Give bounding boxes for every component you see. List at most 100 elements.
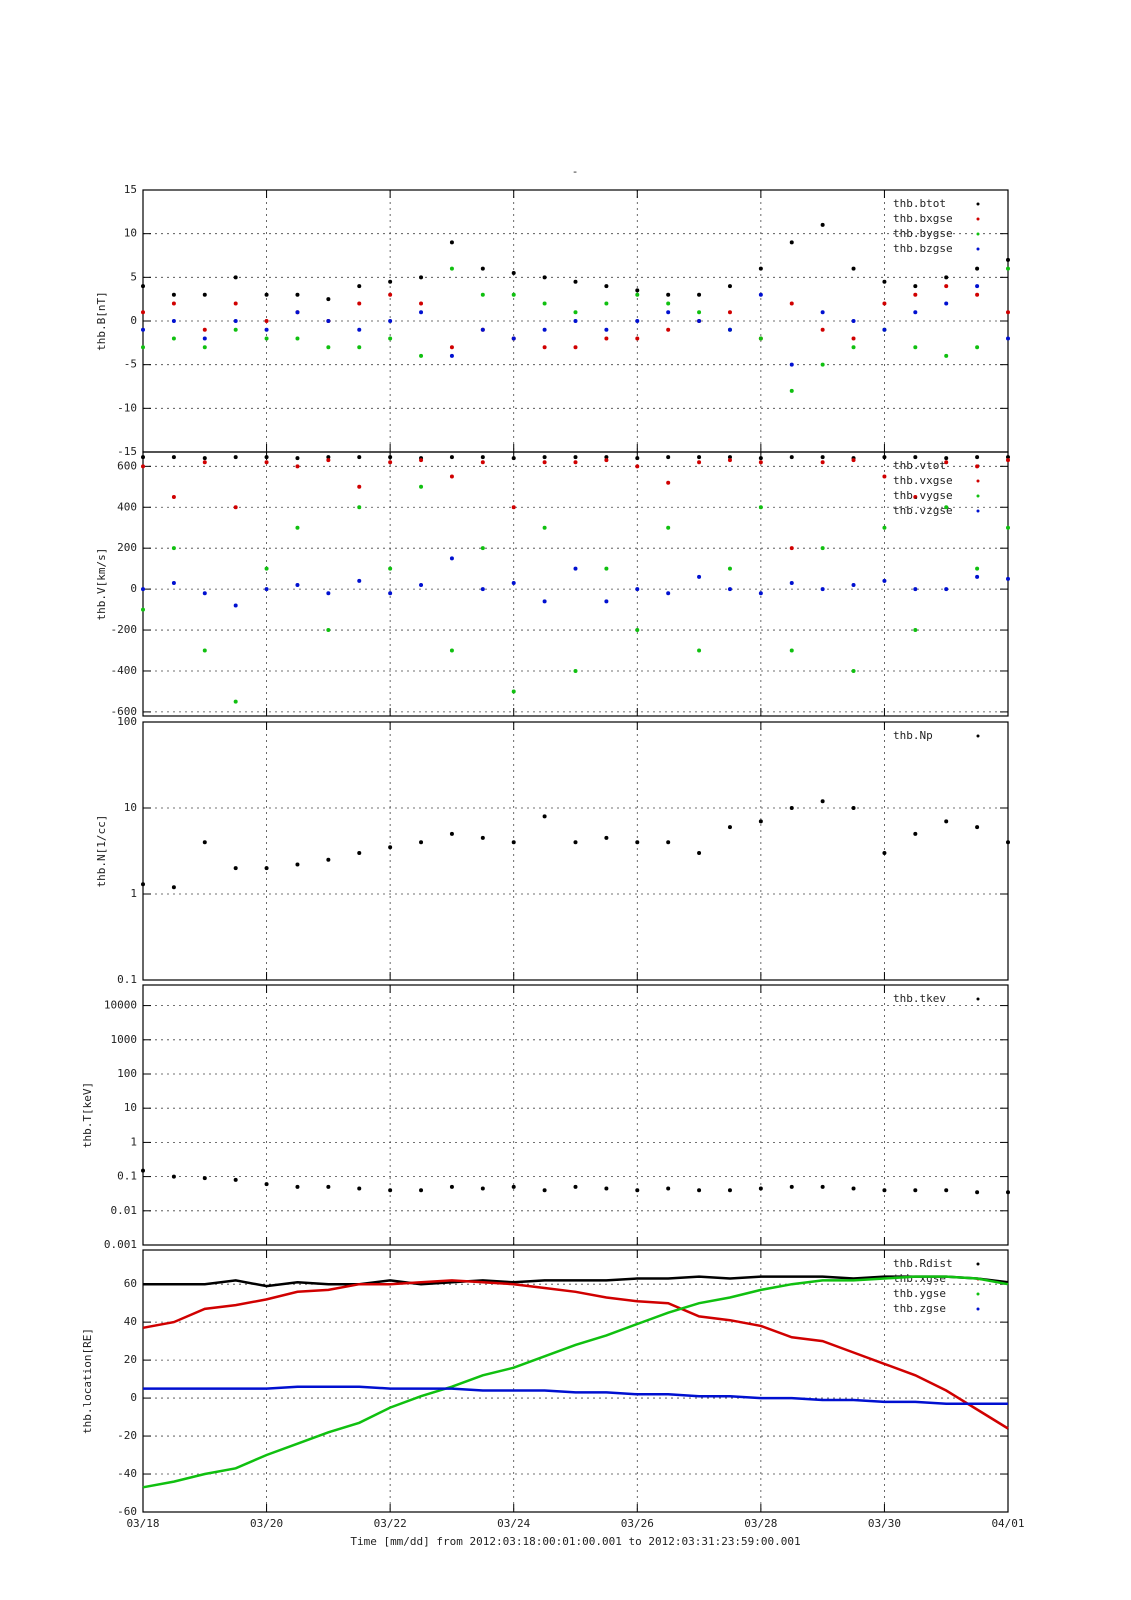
legend-marker: [976, 1307, 980, 1311]
data-point: [511, 580, 516, 585]
data-point: [141, 284, 145, 289]
data-point: [604, 1186, 609, 1191]
y-tick-label: -5: [124, 358, 137, 371]
data-point: [820, 1184, 825, 1189]
data-point: [727, 1188, 732, 1193]
data-point: [913, 292, 918, 297]
data-point: [511, 270, 516, 275]
data-point: [388, 336, 393, 341]
data-point: [851, 458, 856, 463]
data-point: [789, 806, 794, 810]
data-point: [511, 689, 516, 694]
data-point: [388, 566, 393, 571]
data-point: [171, 580, 176, 585]
data-point: [419, 1188, 424, 1193]
data-point: [820, 799, 825, 804]
data-point: [419, 275, 424, 280]
data-point: [851, 806, 856, 810]
legend-marker: [976, 232, 980, 236]
data-point: [449, 345, 454, 350]
data-point: [789, 455, 794, 460]
x-tick-label: 03/28: [744, 1517, 777, 1530]
data-point: [851, 345, 856, 350]
data-point: [264, 327, 269, 332]
legend-marker: [976, 1292, 980, 1296]
data-point: [388, 319, 393, 323]
data-point: [449, 556, 454, 561]
data-point: [202, 292, 207, 297]
data-point: [233, 603, 238, 608]
data-point: [357, 578, 362, 583]
data-point: [202, 591, 207, 596]
legend-marker: [976, 997, 980, 1001]
data-point: [202, 456, 207, 461]
data-point: [419, 484, 424, 489]
legend-label: thb.bygse: [893, 227, 953, 240]
x-tick-label: 03/18: [126, 1517, 159, 1530]
data-point: [975, 284, 980, 289]
data-point: [635, 1188, 640, 1193]
data-point: [882, 850, 887, 855]
data-point: [604, 284, 609, 289]
data-point: [820, 460, 825, 465]
y-tick-label: 10000: [104, 999, 137, 1012]
data-point: [944, 1188, 949, 1193]
data-point: [1006, 576, 1010, 581]
legend-label: thb.btot: [893, 197, 946, 210]
data-point: [604, 301, 609, 306]
data-point: [511, 292, 516, 297]
data-point: [171, 319, 176, 323]
data-point: [171, 455, 176, 460]
y-axis-label: thb.T[keV]: [81, 1082, 94, 1148]
data-point: [233, 327, 238, 332]
data-point: [264, 1182, 269, 1187]
data-point: [171, 495, 176, 500]
data-point: [789, 648, 794, 653]
data-point: [141, 455, 145, 460]
y-tick-label: -60: [117, 1505, 137, 1518]
data-point: [388, 845, 393, 850]
data-point: [913, 345, 918, 350]
y-tick-label: -40: [117, 1467, 137, 1480]
legend-label: thb.tkev: [893, 992, 946, 1005]
data-point: [233, 866, 238, 871]
data-point: [573, 455, 578, 460]
y-tick-label: 100: [117, 1067, 137, 1080]
data-point: [357, 345, 362, 350]
data-point: [789, 546, 794, 551]
data-point: [326, 455, 331, 460]
data-point: [635, 628, 640, 633]
data-point: [388, 1188, 393, 1193]
data-point: [419, 353, 424, 358]
data-point: [480, 266, 485, 271]
y-tick-label: -600: [111, 705, 138, 718]
data-point: [789, 1184, 794, 1189]
y-tick-label: 600: [117, 459, 137, 472]
data-point: [141, 327, 145, 332]
data-point: [388, 279, 393, 284]
data-point: [1006, 310, 1010, 315]
legend-label: thb.zgse: [893, 1302, 946, 1315]
data-point: [480, 455, 485, 460]
data-point: [542, 327, 547, 332]
data-point: [789, 301, 794, 306]
data-point: [480, 292, 485, 297]
data-point: [727, 587, 732, 592]
y-tick-label: 15: [124, 183, 137, 196]
legend-label: thb.xgse: [893, 1272, 946, 1285]
data-point: [141, 882, 145, 887]
data-point: [233, 1177, 238, 1182]
data-point: [820, 327, 825, 332]
data-point: [573, 460, 578, 465]
data-point: [264, 455, 269, 460]
data-point: [573, 345, 578, 350]
data-point: [758, 266, 763, 271]
data-point: [635, 587, 640, 592]
data-point: [542, 275, 547, 280]
data-point: [789, 362, 794, 367]
data-point: [388, 292, 393, 297]
data-point: [944, 284, 949, 289]
data-point: [326, 297, 331, 302]
data-point: [419, 310, 424, 315]
